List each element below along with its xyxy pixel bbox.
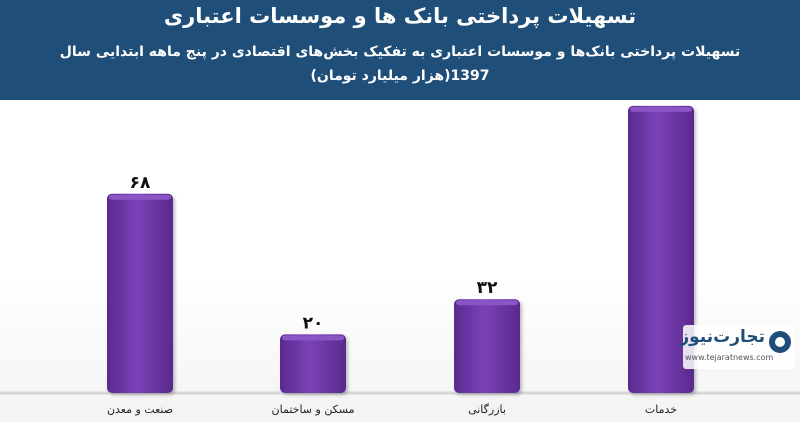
bar-1 bbox=[107, 193, 173, 393]
watermark: تجارت‌نیوز www.tejaratnews.com bbox=[679, 325, 795, 369]
bar-2 bbox=[280, 334, 346, 393]
category-label-4: خدمات bbox=[645, 403, 677, 416]
watermark-url: www.tejaratnews.com bbox=[685, 353, 774, 362]
bar-top-highlight-1 bbox=[109, 194, 171, 200]
chart-subtitle: تسهیلات پرداختی بانک‌ها و موسسات اعتباری… bbox=[8, 40, 792, 88]
tejaratnews-logo-icon bbox=[769, 331, 791, 353]
data-label-2: ۲۰ bbox=[303, 313, 324, 333]
bar-group: ۶۸ صنعت و معدن ۲۰ مسکن و ساختمان ۳۲ بازرگانی ۹… bbox=[107, 100, 694, 416]
bar-3 bbox=[454, 299, 520, 393]
bar-top-highlight-3 bbox=[456, 300, 518, 306]
category-label-2: مسکن و ساختمان bbox=[272, 403, 355, 416]
chart-subtitle-line1: تسهیلات پرداختی بانک‌ها و موسسات اعتباری… bbox=[59, 44, 741, 60]
category-label-1: صنعت و معدن bbox=[107, 403, 173, 416]
chart-header: تسهیلات پرداختی بانک ها و موسسات اعتباری… bbox=[0, 0, 800, 100]
watermark-name: تجارت‌نیوز bbox=[679, 327, 765, 347]
bar-chart: ۶۸ صنعت و معدن ۲۰ مسکن و ساختمان ۳۲ بازرگانی ۹… bbox=[0, 100, 800, 416]
bar-top-highlight-4 bbox=[630, 106, 692, 112]
plot-area: ۶۸ صنعت و معدن ۲۰ مسکن و ساختمان ۳۲ بازرگانی ۹… bbox=[0, 100, 800, 422]
data-label-3: ۳۲ bbox=[477, 278, 498, 298]
data-label-4: ۹۸ bbox=[651, 100, 672, 105]
chart-title: تسهیلات پرداختی بانک ها و موسسات اعتباری bbox=[163, 4, 637, 28]
data-label-1: ۶۸ bbox=[130, 173, 151, 193]
category-label-3: بازرگانی bbox=[468, 403, 506, 416]
bar-4 bbox=[628, 105, 694, 394]
chart-subtitle-line2: 1397(هزار میلیارد تومان) bbox=[310, 68, 490, 84]
bar-top-highlight-2 bbox=[282, 335, 344, 341]
